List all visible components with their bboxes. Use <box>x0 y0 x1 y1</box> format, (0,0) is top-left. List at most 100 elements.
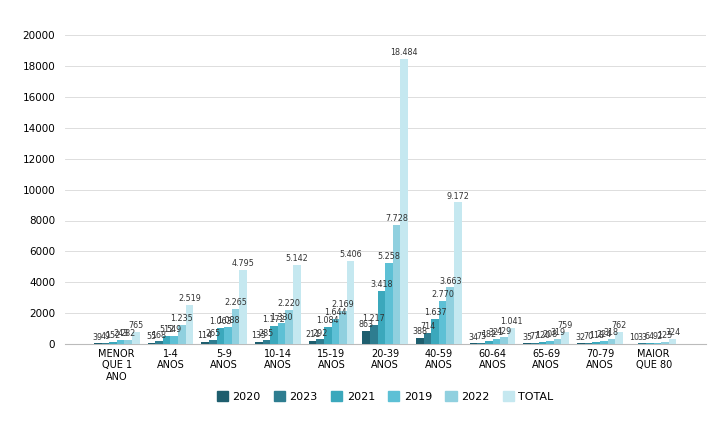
Text: 7.728: 7.728 <box>385 214 408 223</box>
Text: 1.644: 1.644 <box>324 308 346 317</box>
Text: 3.418: 3.418 <box>370 280 392 289</box>
Bar <box>178 325 186 344</box>
Text: 64: 64 <box>645 332 655 341</box>
Bar <box>508 328 516 344</box>
Bar <box>377 291 385 344</box>
Text: 863: 863 <box>359 320 374 329</box>
Text: 1.063: 1.063 <box>209 317 232 326</box>
Bar <box>554 339 562 344</box>
Bar <box>608 339 615 344</box>
Text: 92: 92 <box>652 332 662 341</box>
Bar <box>531 343 539 344</box>
Bar <box>347 261 354 344</box>
Text: 39: 39 <box>93 333 103 341</box>
Bar <box>171 336 178 344</box>
Bar <box>102 343 109 344</box>
Bar <box>439 301 446 344</box>
Text: 4.795: 4.795 <box>232 259 255 268</box>
Bar <box>385 263 393 344</box>
Bar <box>202 342 209 344</box>
Text: 765: 765 <box>128 321 143 330</box>
Text: 211: 211 <box>305 330 320 339</box>
Bar <box>400 59 408 344</box>
Bar <box>393 225 400 344</box>
Text: 2.770: 2.770 <box>431 290 454 299</box>
Bar <box>209 340 217 344</box>
Text: 33: 33 <box>637 333 647 342</box>
Bar <box>132 332 140 344</box>
Text: 1.084: 1.084 <box>317 316 339 325</box>
Text: 125: 125 <box>657 331 672 340</box>
Text: 168: 168 <box>151 331 166 340</box>
Text: 77: 77 <box>530 332 540 341</box>
Bar <box>500 337 508 344</box>
Text: 1.637: 1.637 <box>424 308 446 317</box>
Bar <box>646 343 654 344</box>
Bar <box>585 343 593 344</box>
Text: 714: 714 <box>420 322 435 331</box>
Bar <box>224 327 232 344</box>
Bar <box>454 202 462 344</box>
Bar <box>217 328 224 344</box>
Bar <box>324 327 331 344</box>
Text: 118: 118 <box>589 331 603 340</box>
Bar <box>163 336 171 344</box>
Text: 1.172: 1.172 <box>263 315 285 324</box>
Bar <box>600 340 608 344</box>
Text: 18.484: 18.484 <box>390 48 418 57</box>
Text: 70: 70 <box>583 332 593 341</box>
Bar <box>370 325 377 344</box>
Text: 5.406: 5.406 <box>339 250 362 259</box>
Bar <box>661 342 669 344</box>
Bar <box>309 341 316 344</box>
Bar <box>255 342 263 344</box>
Text: 1.235: 1.235 <box>171 314 193 323</box>
Bar <box>270 326 278 344</box>
Bar <box>654 343 661 344</box>
Bar <box>156 341 163 344</box>
Bar <box>546 341 554 344</box>
Text: 182: 182 <box>481 330 496 339</box>
Text: 224: 224 <box>596 330 611 339</box>
Bar <box>339 310 347 344</box>
Text: 114: 114 <box>197 331 212 340</box>
Bar <box>593 342 600 344</box>
Text: 2.169: 2.169 <box>331 299 354 309</box>
Bar <box>278 323 285 344</box>
Text: 120: 120 <box>535 331 550 340</box>
Bar <box>148 343 156 344</box>
Text: 265: 265 <box>205 329 220 338</box>
Text: 135: 135 <box>251 331 266 340</box>
Text: 1.217: 1.217 <box>362 314 385 323</box>
Text: 2.265: 2.265 <box>224 298 247 307</box>
Bar <box>615 332 623 344</box>
Text: 318: 318 <box>604 328 619 337</box>
Text: 32: 32 <box>576 333 586 342</box>
Text: 55: 55 <box>146 332 156 341</box>
Bar <box>316 340 324 344</box>
Text: 34: 34 <box>469 333 479 342</box>
Text: 324: 324 <box>665 328 680 337</box>
Bar <box>446 288 454 344</box>
Legend: 2020, 2023, 2021, 2019, 2022, TOTAL: 2020, 2023, 2021, 2019, 2022, TOTAL <box>212 387 558 406</box>
Text: 321: 321 <box>489 328 504 337</box>
Bar <box>232 309 239 344</box>
Bar <box>477 343 485 344</box>
Bar <box>423 333 431 344</box>
Bar <box>669 339 677 344</box>
Text: 75: 75 <box>476 332 486 341</box>
Bar <box>539 342 546 344</box>
Bar <box>485 341 492 344</box>
Bar <box>362 331 370 344</box>
Text: 243: 243 <box>113 329 128 338</box>
Bar <box>125 340 132 344</box>
Text: 1.041: 1.041 <box>500 317 523 326</box>
Text: 762: 762 <box>611 321 626 330</box>
Text: 5.258: 5.258 <box>377 252 400 261</box>
Text: 512: 512 <box>159 325 174 334</box>
Bar <box>117 340 125 344</box>
Bar <box>186 305 193 344</box>
Text: 319: 319 <box>550 328 565 337</box>
Bar <box>109 342 117 344</box>
Text: 3.663: 3.663 <box>439 277 462 286</box>
